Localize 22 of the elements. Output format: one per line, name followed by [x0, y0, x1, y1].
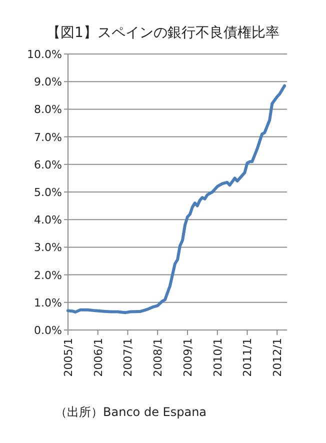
text: （出所）Banco de Espana	[55, 405, 207, 419]
x-tick-label: 2011/1	[241, 338, 254, 377]
x-tick-label: 2010/1	[211, 338, 224, 377]
y-tick-label: 6.0%	[34, 158, 62, 172]
x-tick-label: 2009/1	[182, 338, 195, 377]
y-tick-label: 7.0%	[34, 130, 62, 144]
x-tick-label: 2012/1	[271, 338, 284, 377]
y-tick-label: 2.0%	[34, 268, 62, 282]
x-tick-label: 2005/1	[62, 338, 75, 377]
y-tick-label: 9.0%	[34, 76, 62, 89]
y-tick-label: 0.0%	[34, 324, 62, 337]
y-tick-label: 4.0%	[34, 214, 62, 227]
line-series	[66, 84, 286, 314]
y-tick-label: 8.0%	[34, 103, 62, 116]
x-tick-label: 2008/1	[152, 338, 165, 377]
y-tick-label: 10.0%	[27, 48, 62, 61]
x-tick-label: 2006/1	[92, 338, 105, 377]
y-tick-label: 5.0%	[34, 186, 62, 199]
x-tick-label: 2007/1	[122, 338, 135, 377]
y-tick-label: 3.0%	[34, 241, 62, 254]
y-tick-label: 1.0%	[34, 296, 62, 310]
chart-title: 【図1】スペインの銀行不良債権比率	[46, 25, 280, 41]
